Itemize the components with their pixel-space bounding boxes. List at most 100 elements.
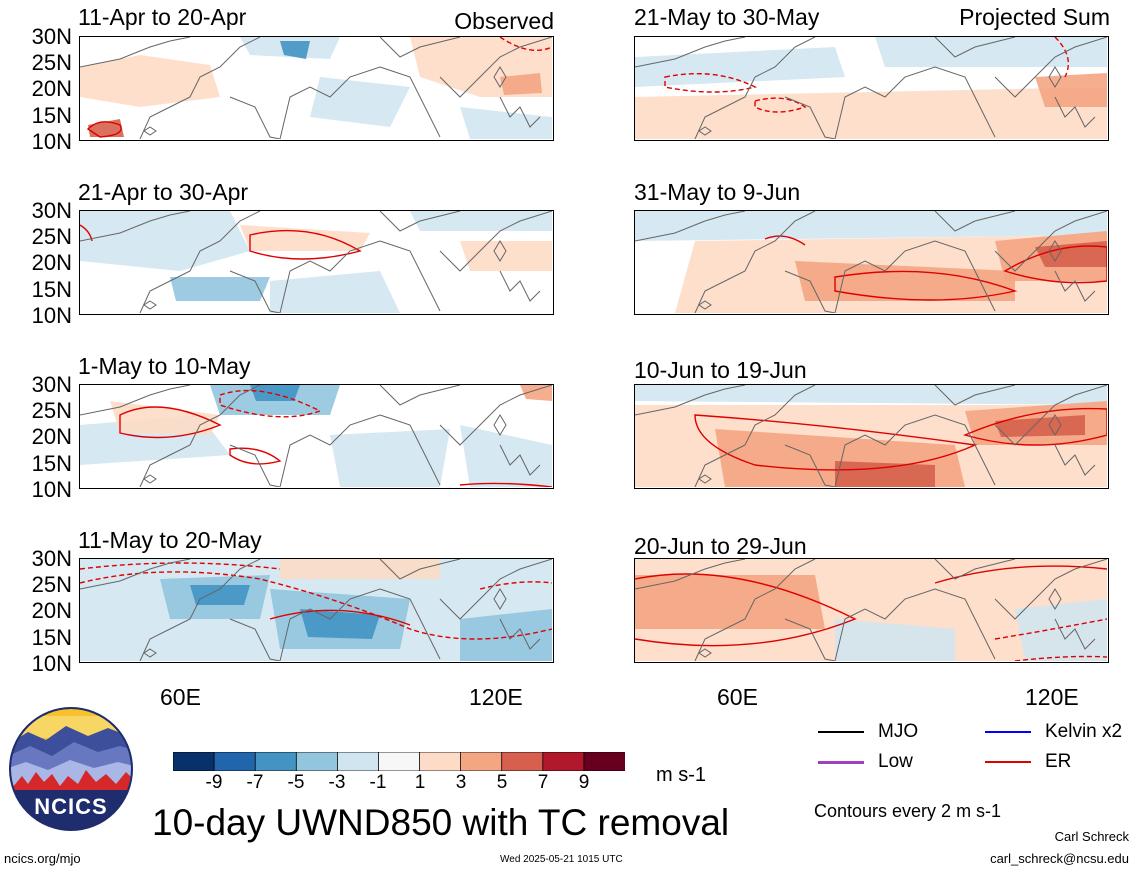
er-contour xyxy=(459,482,552,487)
coastline xyxy=(1048,588,1062,610)
coastline xyxy=(784,96,836,139)
coastline xyxy=(994,37,1107,98)
wind-anomaly-shade xyxy=(270,271,400,313)
coastline xyxy=(994,211,1107,272)
coastline xyxy=(279,414,441,487)
panel-title-8: 20-Jun to 29-Jun xyxy=(634,533,807,559)
footer-email: carl_schreck@ncsu.edu xyxy=(990,851,1129,866)
wind-anomaly-shade xyxy=(1035,241,1107,267)
coastline xyxy=(229,444,281,487)
main-title: 10-day UWND850 with TC removal xyxy=(152,802,730,843)
colorbar-bin xyxy=(172,751,215,772)
coastline xyxy=(80,385,191,416)
er-contour xyxy=(635,573,857,647)
lon-label-60e-left: 60E xyxy=(160,684,201,710)
coastline xyxy=(143,648,157,658)
coastline xyxy=(934,559,1016,580)
coastline xyxy=(379,559,461,580)
wind-anomaly-shade xyxy=(795,261,1015,301)
wind-anomaly-shade xyxy=(875,37,1107,67)
wind-anomaly-shade xyxy=(835,461,935,487)
coastline xyxy=(139,559,261,661)
er-contour xyxy=(664,73,758,93)
panel-title-5: 21-May to 30-May xyxy=(634,4,820,30)
legend-low-label: Low xyxy=(878,751,913,772)
lat-label-30n: 30N xyxy=(31,372,72,397)
colorbar-bin xyxy=(460,751,503,772)
coastline xyxy=(994,385,1107,446)
panel-title-1: 11-Apr to 20-Apr xyxy=(78,4,247,30)
coastline xyxy=(834,240,996,313)
wind-anomaly-shade xyxy=(190,585,250,605)
logo-text: NCICS xyxy=(34,794,108,819)
colorbar-bin xyxy=(583,751,626,772)
coastline xyxy=(439,37,552,98)
coastline xyxy=(80,559,191,590)
lat-label-10n: 10N xyxy=(31,129,72,154)
coastline xyxy=(139,37,261,139)
lat-axis-2: 30N 25N 20N 15N 10N xyxy=(6,200,72,327)
wind-anomaly-shade xyxy=(835,619,955,661)
coastline xyxy=(139,385,261,487)
coastline xyxy=(698,648,712,658)
colorbar-tick: 7 xyxy=(537,772,549,793)
wind-anomaly-shade xyxy=(300,609,380,639)
colorbar-bin xyxy=(295,751,339,772)
coastline xyxy=(229,618,281,661)
coastline xyxy=(439,385,552,446)
wind-anomaly-shade xyxy=(80,55,220,107)
colorbar-bin xyxy=(542,751,585,772)
coastline xyxy=(698,474,712,484)
colorbar-bin xyxy=(419,751,462,772)
lon-label-120e-left: 120E xyxy=(469,684,523,710)
coastline xyxy=(439,559,552,620)
colorbar-tick: -9 xyxy=(205,772,223,793)
coastline xyxy=(439,211,552,272)
coastline xyxy=(493,414,507,436)
coastline xyxy=(834,588,996,661)
coastline xyxy=(784,618,836,661)
map-panel-3 xyxy=(79,384,554,489)
coastline xyxy=(934,37,1016,58)
er-contour xyxy=(754,97,807,113)
wind-anomaly-shade xyxy=(310,77,410,127)
er-contour xyxy=(499,37,552,51)
colorbar-tick: -7 xyxy=(246,772,264,793)
wind-anomaly-shade xyxy=(80,211,250,271)
wind-anomaly-shade xyxy=(500,73,542,95)
map-panel-6 xyxy=(634,210,1109,315)
footer-url: ncics.org/mjo xyxy=(4,851,81,866)
er-contour xyxy=(834,270,1018,301)
legend-er-line xyxy=(985,761,1031,763)
wind-anomaly-shade xyxy=(635,87,1107,139)
wind-anomaly-shade xyxy=(280,559,440,579)
er-contour xyxy=(994,618,1107,640)
map-panel-7 xyxy=(634,384,1109,489)
wind-anomaly-shade xyxy=(460,107,552,139)
lat-label-15n: 15N xyxy=(31,103,72,128)
legend-mjo-line xyxy=(818,731,864,733)
colorbar-bin xyxy=(254,751,298,772)
projected-sum-header: Projected Sum xyxy=(959,4,1110,30)
coastline xyxy=(1054,618,1096,650)
lat-label-20n: 20N xyxy=(31,250,72,275)
coastline xyxy=(379,211,461,232)
map-panel-1 xyxy=(79,36,554,141)
coastline xyxy=(493,240,507,262)
colorbar-ticks: -9 -7 -5 -3 -1 1 3 5 7 9 xyxy=(173,773,625,797)
wind-anomaly-shade xyxy=(995,415,1085,437)
coastline xyxy=(635,37,746,68)
er-contour xyxy=(479,581,552,590)
colorbar-bin xyxy=(501,751,544,772)
legend-kelvin-label: Kelvin x2 xyxy=(1045,721,1123,742)
er-contour xyxy=(80,224,93,242)
lat-label-15n: 15N xyxy=(31,451,72,476)
er-contour xyxy=(249,229,362,260)
lat-label-20n: 20N xyxy=(31,76,72,101)
wind-anomaly-shade xyxy=(280,41,310,59)
er-contour xyxy=(1014,655,1107,661)
lat-label-25n: 25N xyxy=(31,398,72,423)
coastline xyxy=(279,240,441,313)
lat-label-25n: 25N xyxy=(31,224,72,249)
coastline xyxy=(1054,444,1096,476)
